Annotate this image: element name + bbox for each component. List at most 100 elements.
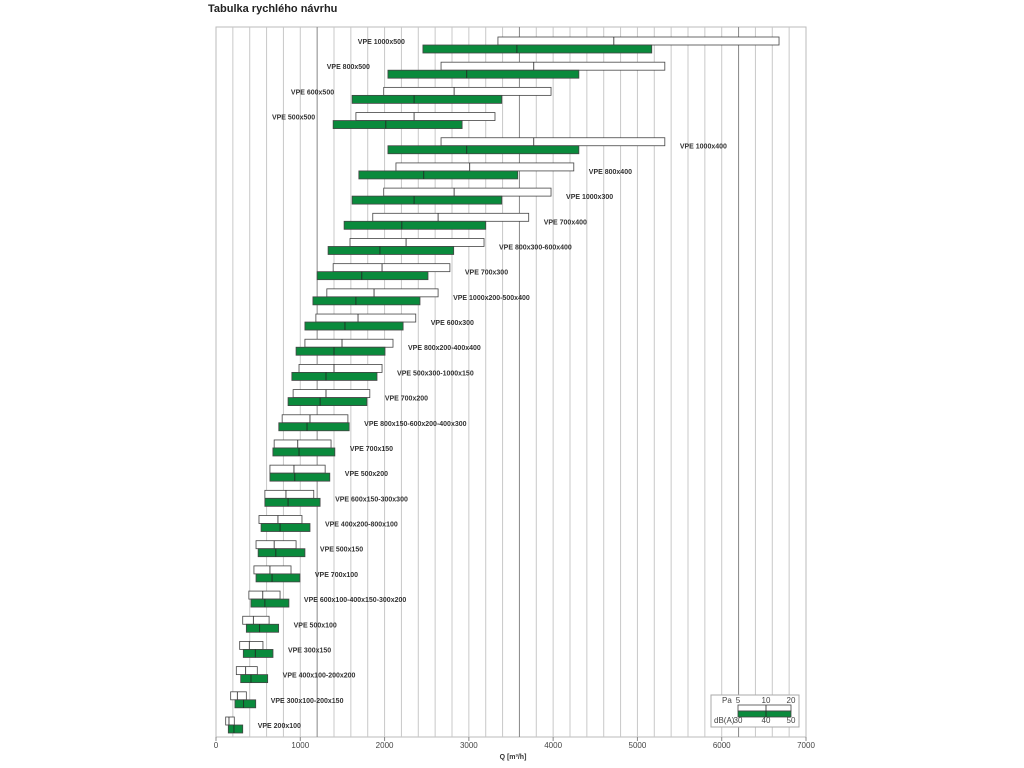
pressure-bar bbox=[349, 238, 485, 247]
row-label: VPE 700x200 bbox=[385, 396, 428, 403]
legend-pa-tick: 5 bbox=[736, 696, 741, 705]
x-tick-label: 5000 bbox=[629, 741, 647, 750]
noise-bar bbox=[351, 94, 503, 104]
row-label: VPE 800x200-400x400 bbox=[408, 345, 481, 352]
pressure-bar bbox=[273, 439, 332, 449]
pressure-bar bbox=[304, 338, 394, 348]
legend-pa-tick: 20 bbox=[787, 696, 796, 705]
noise-bar bbox=[245, 623, 280, 633]
legend-db-label: dB(A) bbox=[714, 716, 735, 725]
pressure-bar bbox=[258, 515, 303, 524]
noise-bar bbox=[316, 271, 429, 281]
plot-area bbox=[215, 26, 807, 738]
legend-db-tick: 50 bbox=[787, 716, 796, 725]
legend-pressure-bar bbox=[737, 704, 792, 712]
noise-bar bbox=[387, 69, 580, 79]
noise-bar bbox=[278, 422, 350, 432]
row-label: VPE 800x300-600x400 bbox=[499, 244, 572, 251]
noise-bar bbox=[272, 447, 336, 457]
row-label: VPE 1000x200-500x400 bbox=[453, 295, 530, 302]
pressure-bar bbox=[440, 137, 666, 147]
noise-bar bbox=[264, 497, 321, 507]
noise-bar bbox=[351, 195, 503, 205]
pressure-bar bbox=[264, 489, 315, 499]
row-label: VPE 800x400 bbox=[589, 169, 632, 176]
pressure-bar bbox=[332, 263, 451, 273]
x-axis-label: Q [m³/h] bbox=[500, 754, 527, 761]
noise-bar bbox=[242, 649, 274, 658]
row-label: VPE 500x100 bbox=[294, 622, 337, 629]
legend-pa-tick: 10 bbox=[762, 696, 771, 705]
row-label: VPE 600x150-300x300 bbox=[335, 496, 408, 503]
pressure-bar bbox=[225, 716, 235, 726]
row-label: VPE 500x200 bbox=[345, 471, 388, 478]
pressure-bar bbox=[315, 313, 417, 323]
pressure-bar bbox=[326, 288, 439, 298]
pressure-bar bbox=[395, 162, 575, 172]
pressure-bar bbox=[239, 641, 264, 650]
pressure-bar bbox=[497, 36, 780, 46]
pressure-bar bbox=[355, 112, 496, 121]
noise-bar bbox=[234, 699, 257, 709]
row-label: VPE 500x300-1000x150 bbox=[397, 370, 474, 377]
legend-pa-label: Pa bbox=[722, 696, 732, 705]
x-tick-label: 7000 bbox=[797, 741, 815, 750]
row-label: VPE 800x500 bbox=[327, 64, 370, 71]
row-label: VPE 600x500 bbox=[291, 89, 334, 96]
pressure-bar bbox=[253, 565, 292, 575]
pressure-bar bbox=[235, 666, 258, 676]
x-tick-label: 6000 bbox=[713, 741, 731, 750]
pressure-bar bbox=[383, 187, 552, 197]
pressure-bar bbox=[292, 389, 371, 398]
pressure-bar bbox=[230, 691, 247, 701]
x-tick-label: 0 bbox=[214, 741, 219, 750]
row-label: VPE 1000x400 bbox=[680, 144, 727, 151]
row-label: VPE 1000x300 bbox=[566, 194, 613, 201]
row-label: VPE 300x150 bbox=[288, 647, 331, 654]
pressure-bar bbox=[383, 86, 552, 96]
row-label: VPE 700x400 bbox=[544, 219, 587, 226]
x-tick-label: 2000 bbox=[376, 741, 394, 750]
pressure-bar bbox=[440, 61, 666, 71]
noise-bar bbox=[257, 548, 306, 558]
pressure-bar bbox=[281, 414, 349, 424]
noise-bar bbox=[250, 598, 290, 608]
noise-bar bbox=[304, 321, 404, 331]
row-label: VPE 700x150 bbox=[350, 446, 393, 453]
pressure-bar bbox=[242, 615, 270, 625]
legend-db-tick: 40 bbox=[762, 716, 771, 725]
noise-bar bbox=[312, 296, 421, 306]
row-label: VPE 500x150 bbox=[320, 547, 363, 554]
noise-bar bbox=[255, 573, 301, 583]
pressure-bar bbox=[372, 212, 530, 222]
pressure-bar bbox=[248, 590, 281, 600]
chart-title: Tabulka rychlého návrhu bbox=[208, 3, 338, 15]
noise-bar bbox=[287, 397, 368, 406]
row-label: VPE 400x200-800x100 bbox=[325, 522, 398, 529]
noise-bar bbox=[240, 674, 269, 684]
noise-bar bbox=[387, 145, 580, 155]
row-label: VPE 700x100 bbox=[315, 572, 358, 579]
row-label: VPE 500x500 bbox=[272, 115, 315, 122]
noise-bar bbox=[332, 120, 463, 129]
x-tick-label: 4000 bbox=[544, 741, 562, 750]
legend-db-tick: 30 bbox=[734, 716, 743, 725]
noise-bar bbox=[227, 724, 244, 734]
legend-noise-bar bbox=[737, 710, 792, 718]
noise-bar bbox=[295, 346, 386, 356]
pressure-bar bbox=[269, 464, 326, 474]
row-label: VPE 300x100-200x150 bbox=[271, 698, 344, 705]
noise-bar bbox=[260, 523, 311, 532]
noise-bar bbox=[291, 372, 378, 381]
row-label: VPE 200x100 bbox=[258, 723, 301, 730]
noise-bar bbox=[343, 220, 487, 230]
row-label: VPE 800x150-600x200-400x300 bbox=[364, 421, 466, 428]
row-label: VPE 1000x500 bbox=[358, 39, 405, 46]
row-label: VPE 400x100-200x200 bbox=[283, 673, 356, 680]
x-tick-label: 3000 bbox=[460, 741, 478, 750]
row-label: VPE 600x100-400x150-300x200 bbox=[304, 597, 406, 604]
noise-bar bbox=[269, 472, 331, 482]
pressure-bar bbox=[298, 364, 383, 373]
row-label: VPE 700x300 bbox=[465, 270, 508, 277]
